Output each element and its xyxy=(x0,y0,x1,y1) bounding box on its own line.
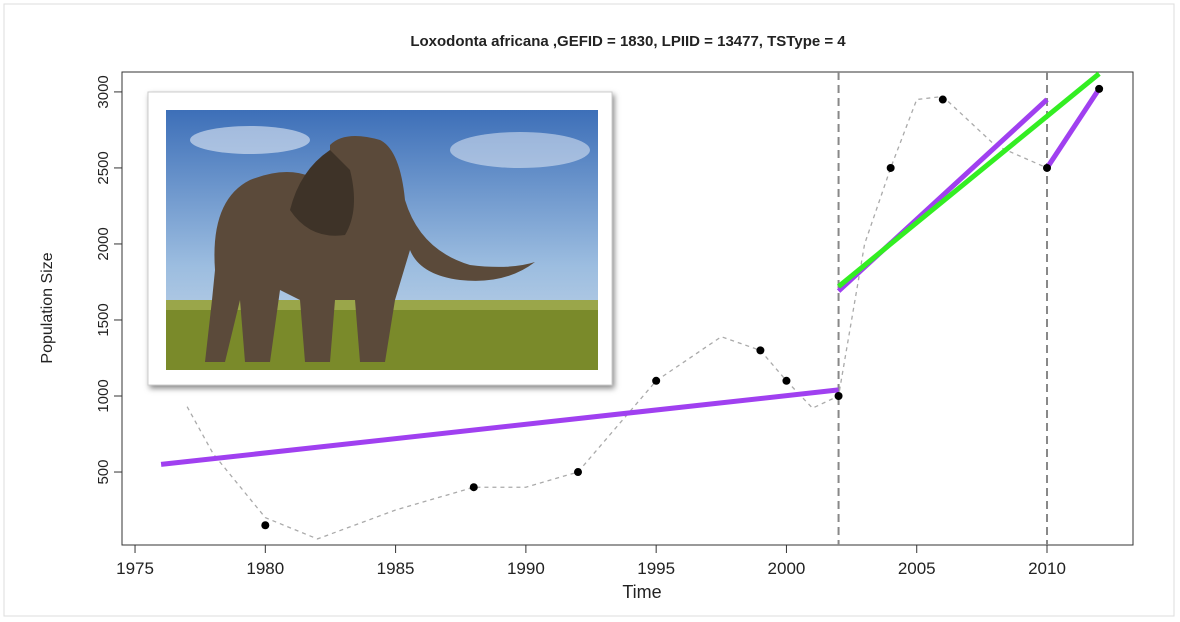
point xyxy=(652,376,661,385)
x-tick-label: 1990 xyxy=(507,559,545,578)
y-tick-label: 3000 xyxy=(95,75,112,108)
chart-title: Loxodonta africana ,GEFID = 1830, LPIID … xyxy=(410,33,846,50)
point xyxy=(938,95,947,104)
point xyxy=(782,376,791,385)
point xyxy=(1043,163,1052,172)
x-tick-label: 1985 xyxy=(377,559,415,578)
point xyxy=(1095,84,1104,93)
y-tick-label: 2000 xyxy=(95,227,112,260)
x-tick-label: 2010 xyxy=(1028,559,1066,578)
x-tick-label: 2000 xyxy=(768,559,806,578)
point xyxy=(261,521,270,530)
plot-box xyxy=(121,71,1134,546)
frame xyxy=(3,3,1175,617)
point xyxy=(573,468,582,477)
point xyxy=(756,346,765,355)
fit-line xyxy=(1044,87,1102,170)
y-tick-label: 500 xyxy=(95,460,112,485)
y-tick-label: 1000 xyxy=(95,379,112,412)
x-tick-label: 1995 xyxy=(637,559,675,578)
y-axis-label: Population Size xyxy=(39,252,56,363)
y-tick-label: 1500 xyxy=(95,303,112,336)
fit-line xyxy=(836,71,1101,289)
plot-area: 1975 1980 1985 1990 1995 2000 2005 2010 500 1000 1… xyxy=(95,71,1134,578)
x-tick-label: 1980 xyxy=(246,559,284,578)
x-tick-label: 1975 xyxy=(116,559,154,578)
x-tick-label: 2005 xyxy=(898,559,936,578)
x-axis-label: Time xyxy=(622,582,661,602)
point xyxy=(469,483,478,492)
fit-line xyxy=(160,387,839,467)
point xyxy=(834,391,843,400)
elephant-photo xyxy=(166,110,598,370)
point xyxy=(886,163,895,172)
y-tick-label: 2500 xyxy=(95,151,112,184)
